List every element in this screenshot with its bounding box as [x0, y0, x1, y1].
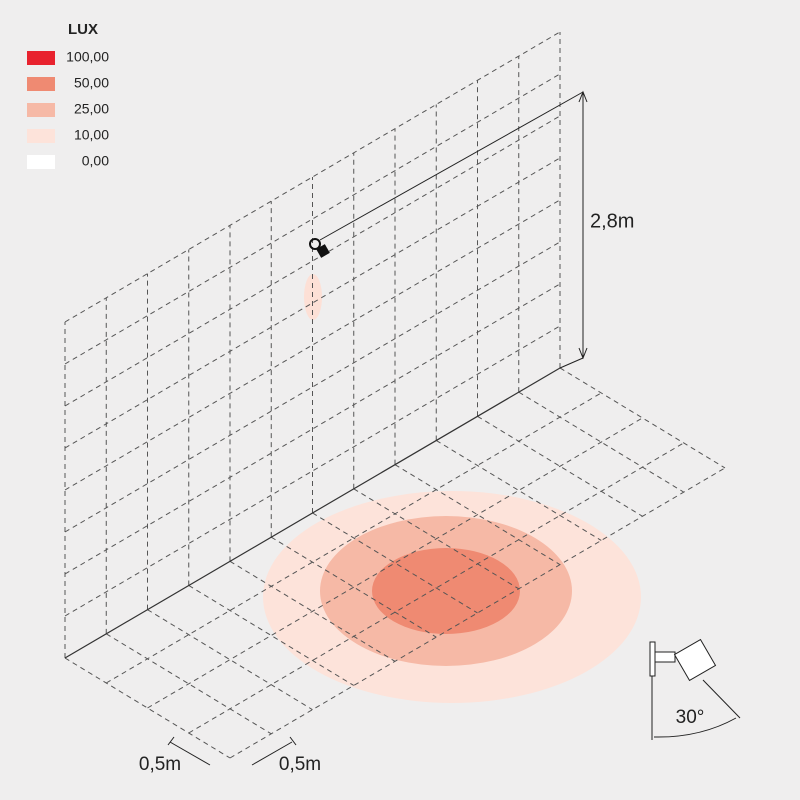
legend-title: LUX	[68, 21, 98, 38]
legend-label: 50,00	[74, 75, 109, 91]
grid-y-label: 0,5m	[279, 754, 321, 775]
grid-dimensions: 0,5m 0,5m	[139, 736, 321, 775]
wall-grid-line	[64, 283, 561, 575]
fixture	[309, 238, 330, 258]
wall-grid-line	[64, 199, 561, 491]
legend: LUX 100,00 50,00 25,00 10,00 0,00	[27, 21, 109, 169]
tilt-detail: 30°	[649, 638, 741, 740]
legend-swatch	[27, 103, 55, 117]
legend-swatch	[27, 155, 55, 169]
floor-grid-line	[229, 467, 726, 759]
height-label: 2,8m	[590, 210, 634, 232]
tilt-label: 30°	[676, 707, 705, 728]
wall-grid-line	[64, 115, 561, 407]
legend-swatch	[27, 129, 55, 143]
wall-grid-line	[64, 73, 561, 365]
floor-grid-line	[147, 417, 643, 709]
contour-50	[372, 548, 520, 634]
wall-grid-line	[64, 241, 561, 533]
wall-grid-line	[64, 157, 561, 449]
legend-label: 0,00	[82, 153, 109, 169]
legend-swatch	[27, 51, 55, 65]
legend-label: 10,00	[74, 127, 109, 143]
grid-x-label: 0,5m	[139, 754, 181, 775]
height-dimension: 2,8m	[319, 90, 634, 369]
floor-grid-line	[105, 392, 602, 684]
wall-grid-line	[64, 325, 561, 617]
legend-label: 25,00	[74, 101, 109, 117]
floor-grid-line	[188, 442, 685, 734]
grid	[64, 31, 726, 759]
legend-label: 100,00	[66, 49, 109, 65]
wall-base	[64, 367, 561, 659]
wall-spot	[304, 274, 322, 320]
wall-grid-line	[64, 31, 561, 323]
legend-swatch	[27, 77, 55, 91]
